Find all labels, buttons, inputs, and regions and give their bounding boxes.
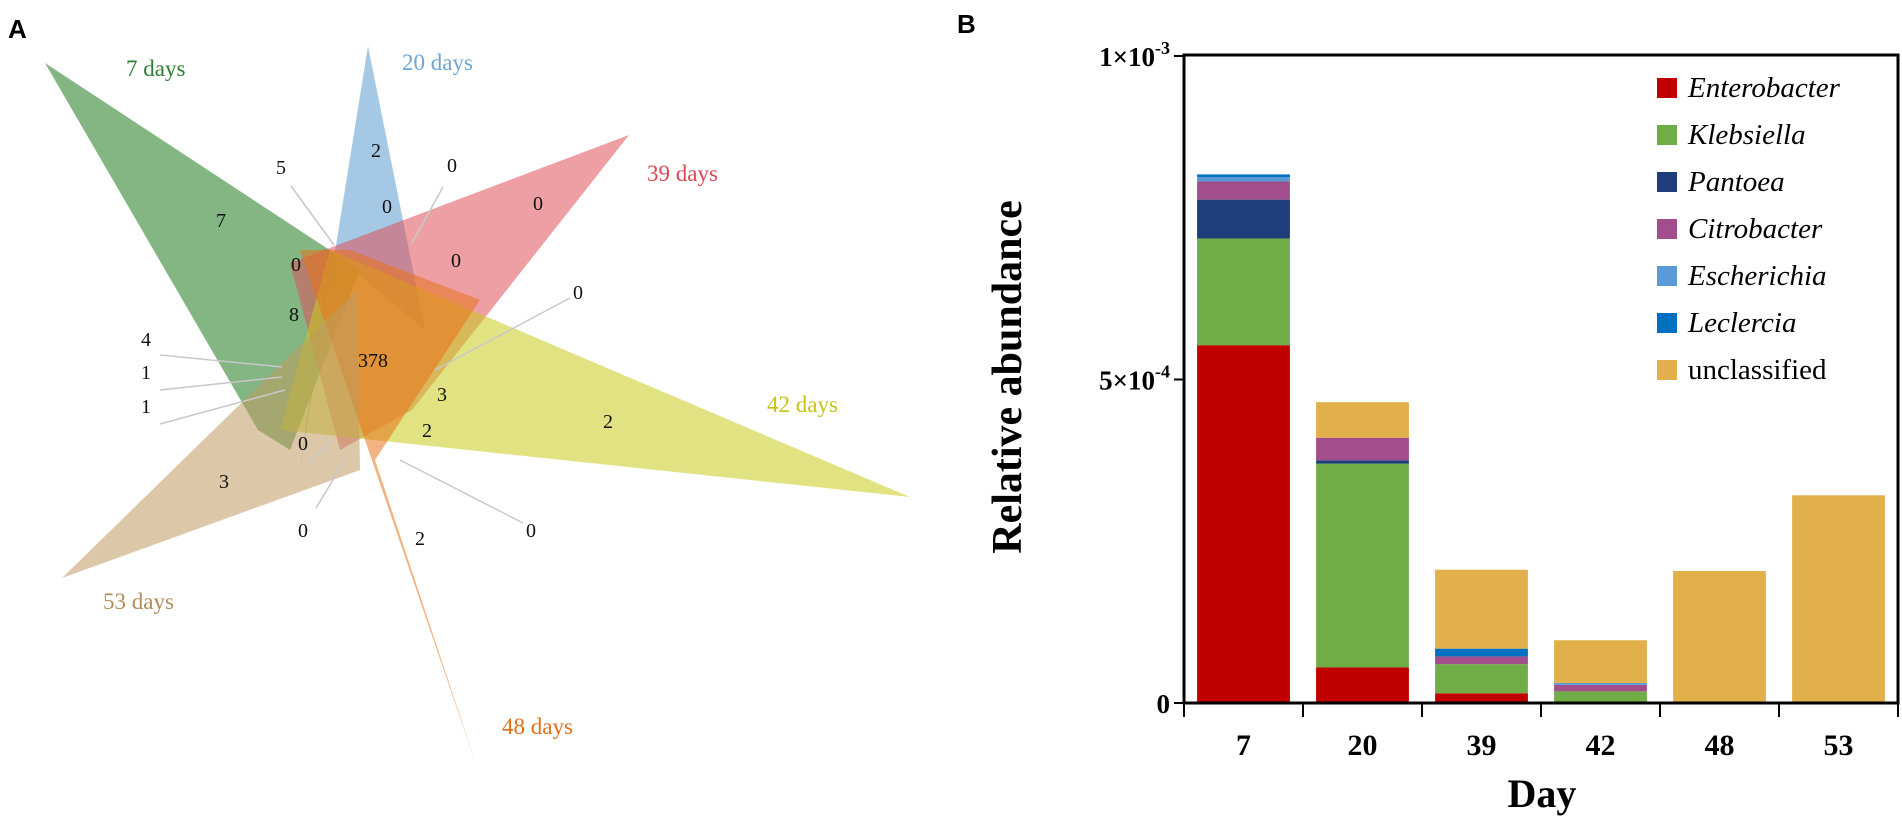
legend-label: Leclercia xyxy=(1687,307,1796,339)
legend-label: Pantoea xyxy=(1687,166,1785,198)
venn-count: 2 xyxy=(415,528,425,550)
bar-segment xyxy=(1435,656,1528,665)
venn-count: 0 xyxy=(298,520,308,542)
legend-label: Enterobacter xyxy=(1687,72,1841,104)
set-label-7-days: 7 days xyxy=(126,56,185,81)
bar-segment xyxy=(1435,648,1528,657)
y-tick-label: 5×10-4 xyxy=(1099,362,1170,396)
x-tick-label: 48 xyxy=(1705,729,1735,762)
venn-count: 5 xyxy=(276,157,286,179)
leader-line xyxy=(399,459,524,524)
legend: Enterobacter Klebsiella Pantoea Citrobacter… xyxy=(1657,72,1841,386)
bar-segment xyxy=(1197,238,1290,346)
venn-count: 0 xyxy=(451,250,461,272)
bar-segment xyxy=(1316,667,1409,703)
legend-swatch xyxy=(1657,125,1677,145)
set-label-39-days: 39 days xyxy=(647,161,718,186)
legend-label: unclassified xyxy=(1688,354,1827,386)
venn-leader-lines xyxy=(159,185,571,524)
set-label-53-days: 53 days xyxy=(103,589,174,614)
leader-line xyxy=(290,185,335,246)
x-tick-label: 53 xyxy=(1824,729,1854,762)
legend-label: Klebsiella xyxy=(1687,119,1806,151)
venn-count: 1 xyxy=(141,362,151,384)
set-label-42-days: 42 days xyxy=(767,392,838,417)
bar-segment xyxy=(1197,181,1290,200)
bar-segment xyxy=(1197,199,1290,239)
legend-label: Citrobacter xyxy=(1688,213,1823,245)
venn-count: 0 xyxy=(526,520,536,542)
venn-count: 378 xyxy=(358,350,388,372)
leader-line xyxy=(434,297,571,371)
x-tick-label: 39 xyxy=(1467,729,1497,762)
leader-line xyxy=(315,459,346,509)
bar-segment xyxy=(1554,682,1647,685)
x-tick-label: 20 xyxy=(1348,729,1378,762)
bar-segment xyxy=(1197,345,1290,703)
bar-segment xyxy=(1435,693,1528,703)
x-tick-label: 7 xyxy=(1236,729,1251,762)
legend-swatch xyxy=(1657,219,1677,239)
legend-swatch xyxy=(1657,172,1677,192)
bar-segment xyxy=(1316,460,1409,464)
venn-count: 2 xyxy=(422,420,432,442)
venn-count: 0 xyxy=(291,254,301,276)
x-axis-ticks: 7 20 39 42 48 53 xyxy=(1183,703,1899,762)
bar-segment xyxy=(1554,684,1647,692)
legend-swatch xyxy=(1657,78,1677,98)
venn-count: 4 xyxy=(141,329,151,351)
set-label-20-days: 20 days xyxy=(402,50,473,75)
panel-a-label: A xyxy=(8,14,27,44)
venn-count: 2 xyxy=(371,140,381,162)
venn-count: 2 xyxy=(603,411,613,433)
venn-count: 3 xyxy=(219,471,229,493)
bar-segment xyxy=(1316,402,1409,438)
bar-segment xyxy=(1554,691,1647,703)
venn-count: 0 xyxy=(382,196,392,218)
bar-segment xyxy=(1435,569,1528,649)
legend-label: Escherichia xyxy=(1687,260,1827,292)
bar-segment xyxy=(1197,174,1290,177)
bar-segment xyxy=(1316,437,1409,461)
y-axis-title: Relative abundance xyxy=(985,200,1031,554)
venn-diagram-panel: A 7 days 20 days 39 days 42 days 48 days… xyxy=(8,14,910,767)
panel-b-label: B xyxy=(957,9,976,39)
venn-set-shape xyxy=(62,290,360,578)
bar-segment xyxy=(1316,463,1409,668)
set-label-48-days: 48 days xyxy=(502,714,573,739)
legend-swatch xyxy=(1657,360,1677,380)
venn-count: 0 xyxy=(573,282,583,304)
leader-line xyxy=(411,186,444,244)
venn-count: 7 xyxy=(216,210,226,232)
bar-segment xyxy=(1673,571,1766,703)
x-axis-title: Day xyxy=(1508,771,1577,816)
legend-swatch xyxy=(1657,313,1677,333)
leader-line xyxy=(159,354,283,368)
venn-count: 8 xyxy=(289,304,299,326)
leader-line xyxy=(159,376,283,391)
bar-segment xyxy=(1197,176,1290,182)
bar-segment xyxy=(1554,640,1647,683)
stacked-bars xyxy=(1197,174,1885,703)
legend-swatch xyxy=(1657,266,1677,286)
y-tick-label: 1×10-3 xyxy=(1099,38,1170,72)
venn-count: 0 xyxy=(533,193,543,215)
venn-count: 0 xyxy=(298,433,308,455)
venn-count: 0 xyxy=(447,155,457,177)
venn-shapes xyxy=(45,46,910,767)
y-tick-label: 0 xyxy=(1157,689,1171,719)
y-axis-ticks: 0 5×10-4 1×10-3 xyxy=(1099,38,1184,719)
bar-chart-panel: B 0 5×10-4 1×10-3 7 20 39 42 48 53 Day Relative… xyxy=(957,9,1900,816)
venn-set-shape xyxy=(45,63,360,450)
bar-segment xyxy=(1792,495,1885,703)
leader-line xyxy=(159,389,286,425)
venn-count: 3 xyxy=(437,384,447,406)
x-tick-label: 42 xyxy=(1586,729,1616,762)
leader-line xyxy=(308,439,331,465)
venn-count: 1 xyxy=(141,396,151,418)
bar-segment xyxy=(1435,664,1528,694)
